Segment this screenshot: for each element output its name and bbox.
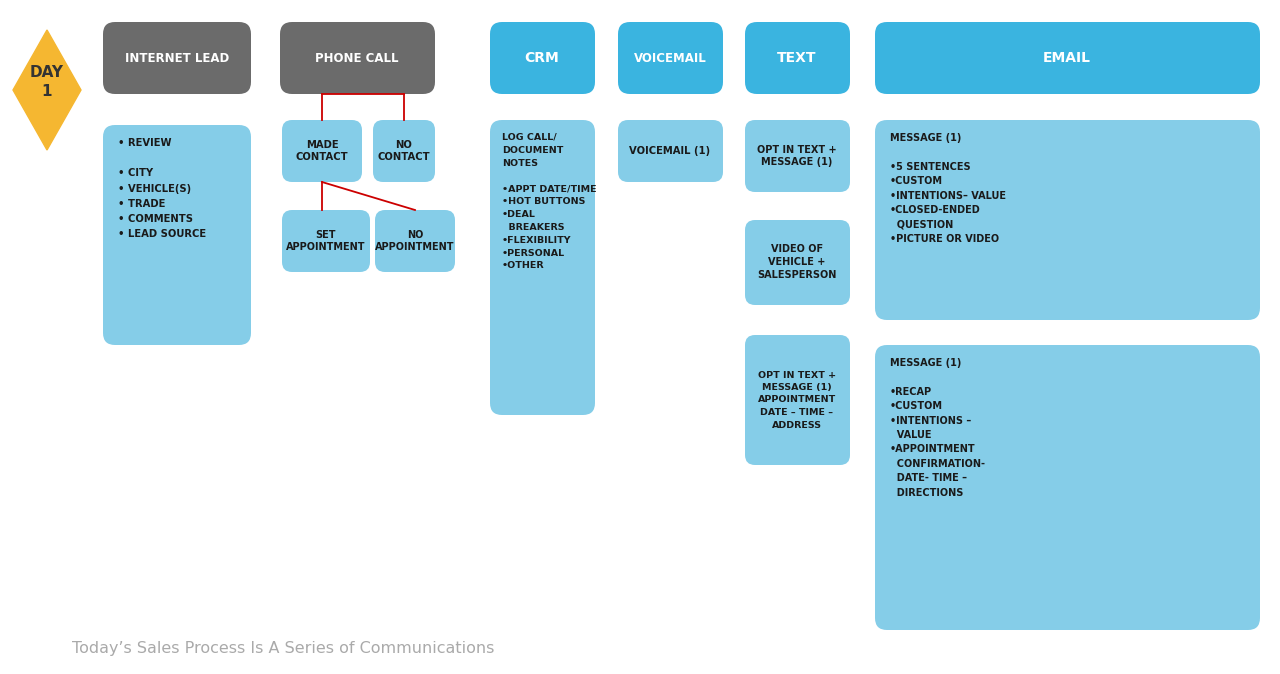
Text: MESSAGE (1)

•RECAP
•CUSTOM
•INTENTIONS –
  VALUE
•APPOINTMENT
  CONFIRMATION-
 : MESSAGE (1) •RECAP •CUSTOM •INTENTIONS –… — [890, 358, 986, 497]
Text: VOICEMAIL: VOICEMAIL — [634, 51, 707, 65]
Text: NO
CONTACT: NO CONTACT — [378, 140, 430, 162]
Text: OPT IN TEXT +
MESSAGE (1)
APPOINTMENT
DATE – TIME –
ADDRESS: OPT IN TEXT + MESSAGE (1) APPOINTMENT DA… — [758, 371, 836, 429]
Text: INTERNET LEAD: INTERNET LEAD — [125, 51, 229, 65]
FancyBboxPatch shape — [102, 125, 251, 345]
Text: NO
APPOINTMENT: NO APPOINTMENT — [375, 230, 454, 252]
Text: OPT IN TEXT +
MESSAGE (1): OPT IN TEXT + MESSAGE (1) — [758, 145, 837, 167]
FancyBboxPatch shape — [876, 22, 1260, 94]
Text: VIDEO OF
VEHICLE +
SALESPERSON: VIDEO OF VEHICLE + SALESPERSON — [758, 244, 837, 280]
Text: VOICEMAIL (1): VOICEMAIL (1) — [630, 146, 710, 156]
Text: MESSAGE (1)

•5 SENTENCES
•CUSTOM
•INTENTIONS– VALUE
•CLOSED-ENDED
  QUESTION
•P: MESSAGE (1) •5 SENTENCES •CUSTOM •INTENT… — [890, 133, 1006, 244]
FancyBboxPatch shape — [282, 210, 370, 272]
Text: Today’s Sales Process Is A Series of Communications: Today’s Sales Process Is A Series of Com… — [72, 640, 494, 656]
FancyBboxPatch shape — [745, 22, 850, 94]
FancyBboxPatch shape — [745, 335, 850, 465]
Text: LOG CALL/
DOCUMENT
NOTES

•APPT DATE/TIME
•HOT BUTTONS
•DEAL
  BREAKERS
•FLEXIBI: LOG CALL/ DOCUMENT NOTES •APPT DATE/TIME… — [502, 133, 596, 270]
FancyBboxPatch shape — [280, 22, 435, 94]
Text: SET
APPOINTMENT: SET APPOINTMENT — [287, 230, 366, 252]
Text: EMAIL: EMAIL — [1043, 51, 1091, 65]
Text: TEXT: TEXT — [777, 51, 817, 65]
FancyBboxPatch shape — [618, 120, 723, 182]
FancyBboxPatch shape — [876, 120, 1260, 320]
Text: • REVIEW

• CITY
• VEHICLE(S)
• TRADE
• COMMENTS
• LEAD SOURCE: • REVIEW • CITY • VEHICLE(S) • TRADE • C… — [118, 138, 206, 239]
Polygon shape — [13, 30, 81, 150]
FancyBboxPatch shape — [745, 120, 850, 192]
Text: DAY
1: DAY 1 — [29, 65, 64, 99]
FancyBboxPatch shape — [876, 345, 1260, 630]
FancyBboxPatch shape — [490, 120, 595, 415]
Text: MADE
CONTACT: MADE CONTACT — [296, 140, 348, 162]
FancyBboxPatch shape — [618, 22, 723, 94]
FancyBboxPatch shape — [372, 120, 435, 182]
FancyBboxPatch shape — [102, 22, 251, 94]
Text: PHONE CALL: PHONE CALL — [315, 51, 399, 65]
FancyBboxPatch shape — [745, 220, 850, 305]
Text: CRM: CRM — [525, 51, 559, 65]
FancyBboxPatch shape — [282, 120, 362, 182]
FancyBboxPatch shape — [375, 210, 454, 272]
FancyBboxPatch shape — [490, 22, 595, 94]
